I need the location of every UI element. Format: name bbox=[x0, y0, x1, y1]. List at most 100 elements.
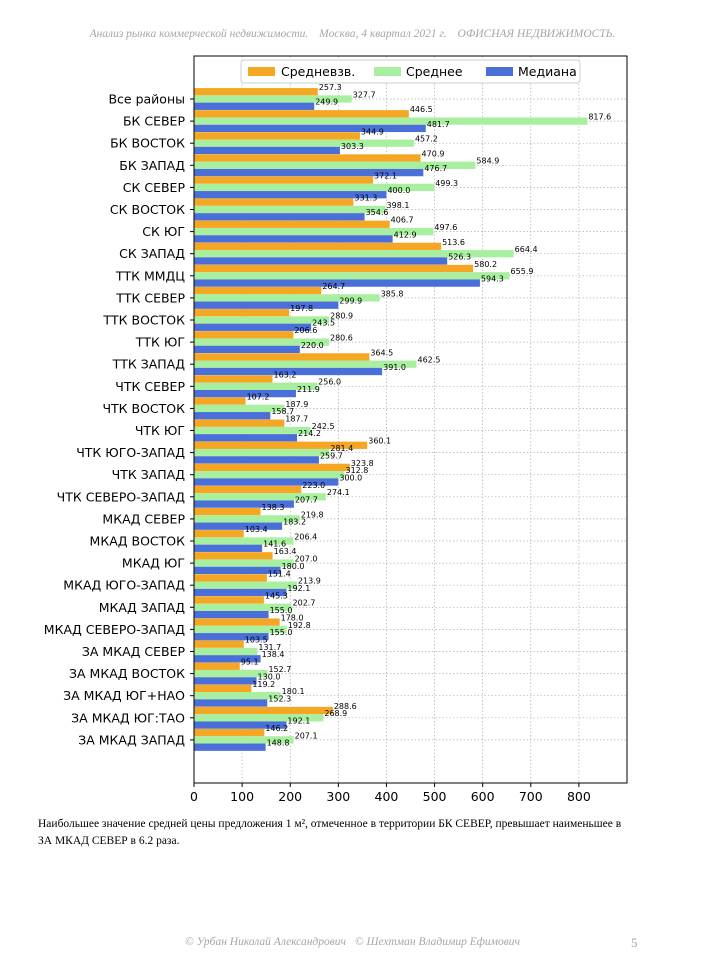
bar-weighted bbox=[194, 154, 421, 162]
category-label: СК СЕВЕР bbox=[123, 180, 186, 195]
value-label: 151.4 bbox=[268, 569, 291, 578]
value-label: 206.6 bbox=[294, 326, 317, 335]
bar-mean bbox=[194, 426, 311, 435]
value-label: 155.0 bbox=[270, 606, 293, 615]
bar-median bbox=[194, 655, 261, 663]
bar-weighted bbox=[194, 309, 290, 317]
chart-note: Наибольшее значение средней цены предлож… bbox=[38, 818, 622, 847]
value-label: 119.2 bbox=[252, 680, 275, 689]
bar-mean bbox=[194, 515, 300, 523]
value-label: 288.6 bbox=[334, 702, 357, 711]
value-label: 274.1 bbox=[327, 488, 350, 497]
bar-weighted bbox=[194, 264, 474, 273]
value-label: 462.5 bbox=[418, 356, 441, 365]
value-label: 207.1 bbox=[295, 731, 318, 740]
value-label: 138.3 bbox=[262, 503, 285, 512]
bar-median bbox=[194, 434, 298, 442]
value-label: 220.0 bbox=[301, 341, 324, 350]
header-location-period: Москва, 4 квартал 2021 г. bbox=[319, 28, 447, 40]
bar-mean bbox=[194, 294, 380, 302]
bar-mean bbox=[194, 95, 352, 103]
bar-weighted bbox=[194, 640, 244, 648]
bar-median bbox=[194, 699, 268, 707]
bar-mean bbox=[194, 559, 294, 567]
value-label: 385.8 bbox=[381, 289, 404, 298]
bar-mean bbox=[194, 669, 268, 678]
bar-weighted bbox=[194, 662, 240, 670]
value-label: 192.1 bbox=[287, 716, 310, 725]
bar-mean bbox=[194, 625, 287, 634]
value-label: 360.1 bbox=[368, 437, 391, 446]
category-label: Все районы bbox=[108, 92, 185, 107]
value-label: 242.5 bbox=[312, 422, 335, 431]
value-label: 470.9 bbox=[422, 149, 445, 158]
value-label: 664.4 bbox=[515, 245, 538, 254]
bar-weighted bbox=[194, 618, 280, 626]
legend-label: Среднее bbox=[406, 64, 463, 79]
bar-weighted bbox=[194, 353, 370, 361]
bar-median bbox=[194, 301, 339, 309]
category-label: ТТК ММДЦ bbox=[115, 268, 185, 283]
category-label: ТТК ЮГ bbox=[135, 335, 185, 350]
value-label: 300.0 bbox=[339, 473, 362, 482]
category-label: ЧТК ЮГО-ЗАПАД bbox=[76, 445, 185, 460]
value-label: 223.0 bbox=[302, 481, 325, 490]
value-label: 213.9 bbox=[298, 577, 321, 586]
value-label: 155.0 bbox=[270, 628, 293, 637]
value-label: 280.6 bbox=[330, 333, 353, 342]
category-label: МКАД ЮГ bbox=[122, 556, 185, 571]
legend-label: Средневзв. bbox=[281, 64, 355, 79]
x-tick-label: 0 bbox=[190, 789, 198, 804]
bar-mean bbox=[194, 382, 318, 390]
bar-mean bbox=[194, 360, 417, 368]
legend-swatch bbox=[374, 67, 401, 76]
bar-mean bbox=[194, 647, 258, 656]
value-label: 163.2 bbox=[274, 370, 297, 379]
bar-weighted bbox=[194, 397, 246, 405]
bar-median bbox=[194, 456, 319, 464]
bar-median bbox=[194, 677, 257, 685]
value-label: 406.7 bbox=[391, 216, 414, 225]
category-label: ЗА МКАД СЕВЕР bbox=[82, 644, 186, 659]
category-label: ТТК ВОСТОК bbox=[102, 313, 185, 328]
value-label: 391.0 bbox=[383, 363, 406, 372]
bar-median bbox=[194, 279, 480, 287]
category-label: ЧТК СЕВЕРО-ЗАПАД bbox=[57, 489, 186, 504]
value-label: 268.9 bbox=[324, 709, 347, 718]
bar-weighted bbox=[194, 375, 273, 383]
value-label: 138.4 bbox=[262, 650, 285, 659]
value-label: 312.8 bbox=[345, 466, 368, 475]
x-tick-label: 700 bbox=[519, 789, 543, 804]
bar-weighted bbox=[194, 530, 244, 538]
value-label: 280.9 bbox=[330, 311, 353, 320]
bar-mean bbox=[194, 250, 514, 258]
page-header: Анализ рынка коммерческой недвижимости. … bbox=[0, 28, 705, 40]
value-label: 323.8 bbox=[351, 459, 374, 468]
value-label: 207.7 bbox=[295, 495, 318, 504]
value-label: 264.7 bbox=[322, 282, 345, 291]
category-label: БК ЗАПАД bbox=[119, 158, 185, 173]
value-label: 183.2 bbox=[283, 518, 306, 527]
bar-weighted bbox=[194, 242, 442, 251]
value-label: 817.6 bbox=[588, 112, 611, 121]
legend bbox=[240, 59, 581, 84]
bar-mean bbox=[194, 736, 294, 744]
bar-median bbox=[194, 102, 315, 110]
value-label: 513.6 bbox=[442, 238, 465, 247]
bar-mean bbox=[194, 205, 386, 214]
value-label: 594.3 bbox=[481, 274, 504, 283]
category-label: МКАД СЕВЕР bbox=[102, 511, 185, 526]
value-label: 256.0 bbox=[318, 378, 341, 387]
bar-mean bbox=[194, 471, 345, 479]
bar-mean bbox=[194, 316, 330, 324]
value-label: 259.7 bbox=[320, 451, 343, 460]
bar-mean bbox=[194, 581, 297, 589]
bar-chart: 257.3 327.7 249.9 Все районы 446.5 817.6 481.7… bbox=[44, 55, 628, 804]
category-label: ТТК ЗАПАД bbox=[112, 357, 186, 372]
value-label: 584.9 bbox=[476, 157, 499, 166]
category-label: БК ВОСТОК bbox=[110, 136, 185, 151]
category-label: ЗА МКАД ЮГ:ТАО bbox=[71, 710, 185, 725]
value-label: 499.3 bbox=[435, 179, 458, 188]
category-label: ЗА МКАД ЮГ+НАО bbox=[63, 688, 185, 703]
value-label: 95.1 bbox=[241, 658, 259, 667]
